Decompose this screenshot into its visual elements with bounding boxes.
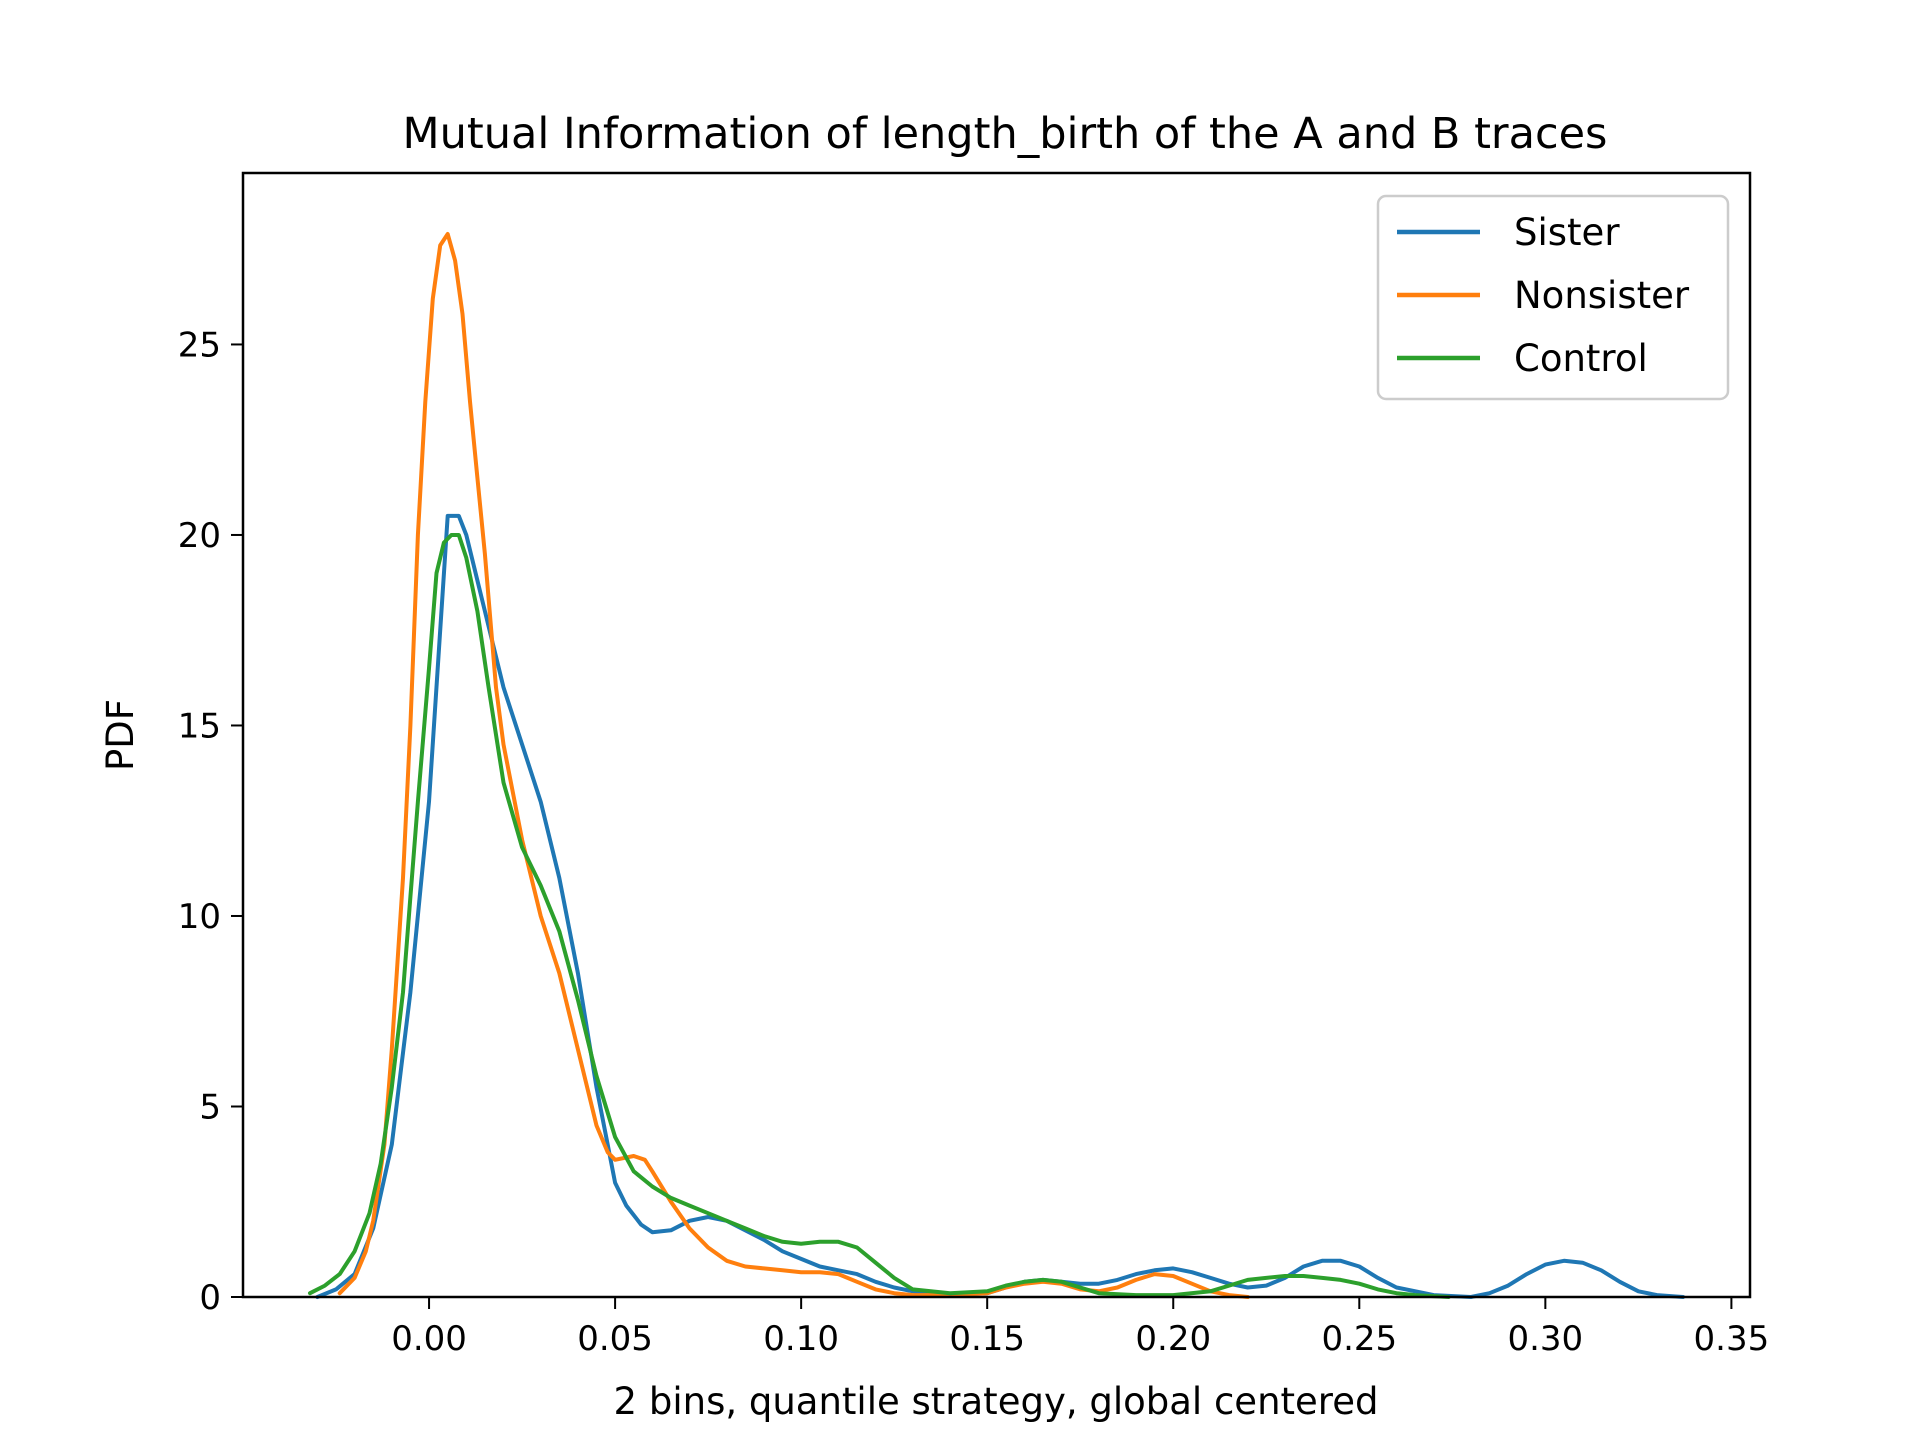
y-tick-label: 25 — [178, 325, 221, 365]
x-tick-label: 0.10 — [763, 1319, 839, 1359]
x-axis-ticks: 0.00 0.05 0.10 0.15 0.20 0.25 0.30 0.35 — [391, 1297, 1769, 1359]
series-line-control — [308, 533, 1451, 1299]
x-tick-label: 0.35 — [1694, 1319, 1770, 1359]
y-tick-label: 10 — [178, 897, 221, 937]
series-line-sister — [315, 513, 1685, 1299]
series-line-nonsister — [337, 232, 1250, 1299]
y-tick-label: 0 — [199, 1278, 221, 1318]
plot-area-frame — [241, 171, 1752, 1299]
y-axis-label: PDF — [99, 699, 142, 771]
chart-title: Mutual Information of length_birth of th… — [403, 109, 1608, 159]
x-tick-label: 0.15 — [949, 1319, 1025, 1359]
legend-label-sister: Sister — [1514, 211, 1620, 254]
legend-label-nonsister: Nonsister — [1514, 274, 1690, 317]
x-tick-label: 0.30 — [1507, 1319, 1583, 1359]
x-tick-label: 0.05 — [577, 1319, 653, 1359]
legend-entries: Sister Nonsister Control — [1397, 211, 1690, 380]
series-layer — [308, 232, 1685, 1299]
y-tick-label: 5 — [199, 1087, 221, 1127]
x-tick-label: 0.25 — [1321, 1319, 1397, 1359]
x-tick-label: 0.00 — [391, 1319, 467, 1359]
y-axis-ticks: 0 5 10 15 20 25 — [178, 325, 243, 1318]
y-tick-label: 15 — [178, 706, 221, 746]
y-tick-label: 20 — [178, 516, 221, 556]
legend-label-control: Control — [1514, 337, 1648, 380]
legend-frame — [1376, 194, 1730, 401]
x-tick-label: 0.20 — [1135, 1319, 1211, 1359]
x-axis-label: 2 bins, quantile strategy, global center… — [614, 1380, 1379, 1423]
legend: Sister Nonsister Control — [1376, 194, 1730, 401]
